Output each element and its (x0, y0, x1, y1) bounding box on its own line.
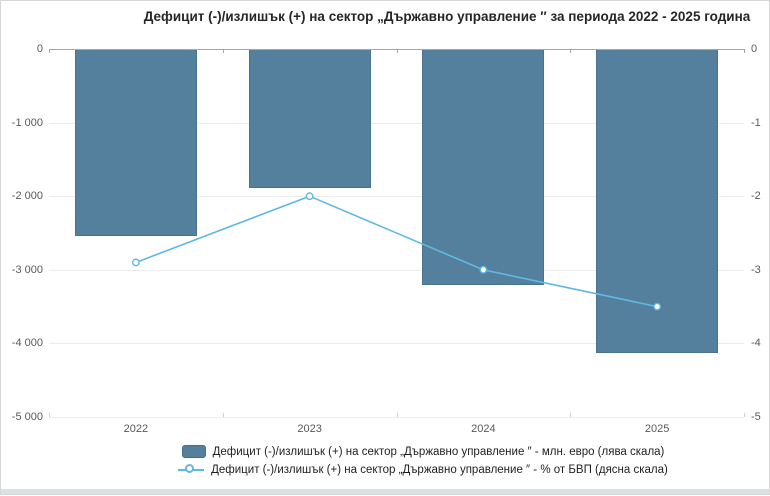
right-axis-tick-label: -1 (751, 116, 761, 129)
right-axis-tick-label: -2 (751, 190, 761, 203)
zero-axis-tick (744, 49, 745, 53)
bottom-axis-tick (222, 413, 224, 417)
right-axis-tick-label: -3 (751, 263, 761, 276)
left-axis-tick-label: -2 000 (11, 190, 43, 203)
grid-line (49, 417, 744, 418)
bottom-axis-tick (570, 413, 572, 417)
bar-2025 (596, 50, 719, 354)
legend-item-bar-label: Дефицит (-)/излишък (+) на сектор „Държа… (212, 445, 665, 458)
x-axis-label-2024: 2024 (471, 423, 496, 435)
data-point-marker-2022 (131, 258, 140, 267)
zero-axis-tick (570, 49, 572, 53)
left-axis-tick-label: -4 000 (11, 337, 43, 350)
x-axis-label-2025: 2025 (644, 423, 670, 435)
line-series-marker-icon (178, 463, 205, 476)
right-axis-tick-label: -4 (751, 337, 761, 350)
zero-axis-tick (49, 49, 50, 53)
bottom-axis-tick (49, 413, 50, 417)
line-series-path (135, 195, 658, 308)
bar-2024 (422, 50, 545, 285)
bottom-axis-tick (396, 413, 398, 417)
chart-legend: Дефицит (-)/излишък (+) на сектор „Държа… (39, 445, 770, 476)
left-axis-tick-label: 0 (36, 43, 43, 55)
zero-axis-tick (222, 49, 224, 53)
legend-item-bar-series[interactable]: Дефицит (-)/излишък (+) на сектор „Държа… (181, 445, 665, 458)
grid-line (49, 122, 744, 124)
bar-2022 (74, 50, 197, 237)
bottom-axis-tick (744, 413, 745, 417)
right-axis-tick-label: 0 (751, 43, 758, 55)
chart-title: Дефицит (-)/излишък (+) на сектор „Държа… (143, 9, 751, 24)
grid-line (49, 343, 744, 345)
bar-series-swatch-icon (181, 445, 206, 458)
left-axis-tick-label: -1 000 (11, 116, 43, 129)
right-axis-tick-label: -5 (751, 411, 761, 423)
x-axis-label-2023: 2023 (297, 423, 322, 435)
left-axis-tick-label: -5 000 (11, 411, 43, 423)
bottom-strip (1, 489, 769, 494)
bar-2023 (248, 50, 371, 189)
zero-axis-tick (396, 49, 398, 53)
x-axis-label-2022: 2022 (123, 423, 149, 435)
legend-item-line-series[interactable]: Дефицит (-)/излишък (+) на сектор „Държа… (178, 463, 668, 476)
left-axis-tick-label: -3 000 (11, 263, 43, 276)
legend-item-line-label: Дефицит (-)/излишък (+) на сектор „Държа… (211, 463, 668, 476)
